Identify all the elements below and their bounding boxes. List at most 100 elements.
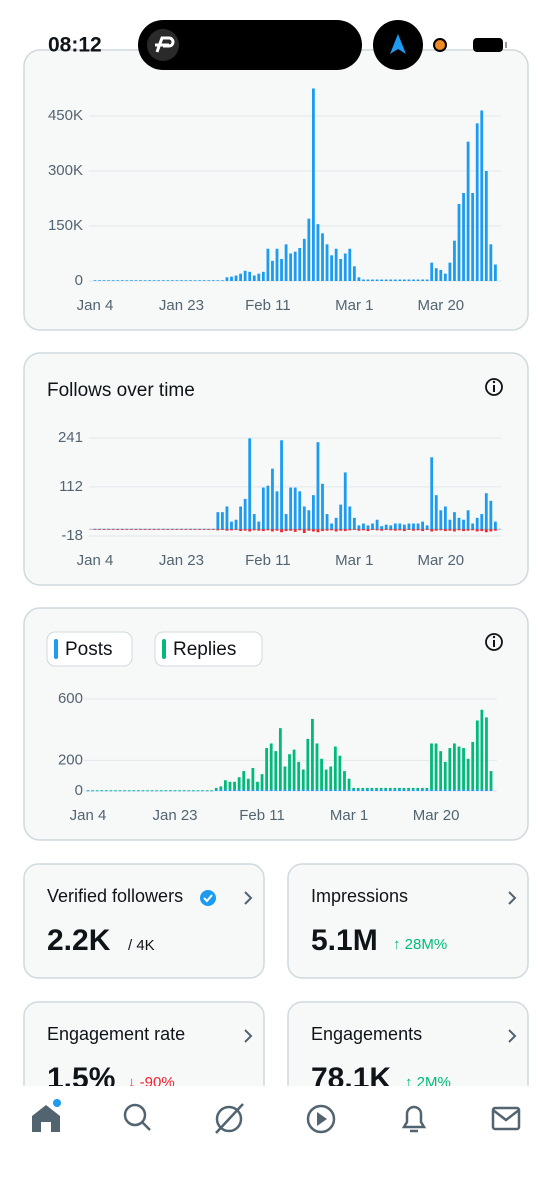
bar — [334, 529, 338, 532]
bar — [125, 529, 129, 530]
messages-icon[interactable] — [491, 1106, 521, 1131]
home-icon[interactable] — [32, 1099, 61, 1132]
legend-item[interactable] — [154, 631, 263, 667]
bar — [293, 529, 297, 532]
bar — [361, 787, 365, 790]
bar — [462, 193, 465, 281]
bar — [338, 789, 342, 791]
x-tick-label: Jan 4 — [70, 807, 107, 824]
card-title: Impressions — [311, 886, 408, 906]
bar — [114, 790, 117, 791]
bar — [178, 790, 181, 792]
bar — [125, 280, 129, 281]
bar — [175, 280, 179, 281]
bar — [384, 279, 388, 281]
bar — [421, 529, 424, 532]
bar — [375, 529, 379, 531]
bar — [248, 529, 252, 532]
bar — [380, 526, 384, 530]
bar — [159, 790, 163, 792]
bar — [230, 276, 233, 281]
nav-arrow — [390, 34, 406, 54]
bar — [146, 790, 149, 792]
y-tick-label: 112 — [59, 478, 83, 495]
stat-card[interactable] — [23, 863, 265, 979]
notifications-icon[interactable] — [401, 1105, 427, 1133]
bar — [130, 528, 133, 530]
bar — [243, 498, 247, 530]
bar — [157, 528, 161, 530]
bar — [333, 789, 337, 791]
bar — [109, 790, 113, 791]
bar — [141, 790, 145, 792]
info-icon[interactable] — [485, 633, 503, 651]
bar — [293, 487, 297, 530]
info-icon[interactable] — [485, 378, 503, 396]
bar — [321, 529, 324, 532]
bar — [434, 268, 438, 281]
legend-item[interactable] — [46, 631, 133, 667]
bar — [412, 529, 415, 531]
bar — [312, 495, 315, 530]
card-detail: / 4K — [128, 937, 155, 954]
bar — [298, 491, 302, 530]
bar — [127, 790, 131, 791]
bar — [178, 790, 181, 791]
bar — [356, 789, 360, 791]
stat-card[interactable] — [287, 863, 529, 979]
bar — [134, 280, 138, 281]
bar — [170, 529, 174, 530]
x-tick-label: Jan 23 — [159, 552, 204, 569]
bar — [453, 743, 456, 790]
bar — [489, 244, 493, 281]
bar — [184, 529, 188, 530]
bar — [202, 280, 206, 281]
bar — [443, 761, 447, 790]
bar — [130, 280, 133, 281]
bar — [266, 529, 270, 531]
bar — [141, 790, 145, 791]
bar — [283, 789, 287, 791]
bar — [443, 273, 447, 281]
search-icon[interactable] — [123, 1103, 151, 1131]
bar — [198, 528, 202, 530]
bar — [134, 528, 138, 530]
y-tick-label: 150K — [48, 217, 83, 234]
bar — [221, 280, 224, 281]
bar — [430, 743, 433, 790]
x-tick-label: Feb 11 — [245, 297, 291, 314]
bar — [457, 517, 461, 530]
bar — [184, 280, 188, 281]
bar — [288, 754, 291, 790]
bar — [233, 781, 236, 790]
legend-swatch — [54, 639, 58, 659]
bar — [393, 787, 397, 790]
bar — [95, 790, 99, 791]
bar — [228, 781, 232, 790]
bar — [139, 280, 142, 281]
posts-card — [23, 607, 529, 841]
grok-icon[interactable] — [215, 1103, 244, 1134]
bar — [261, 271, 265, 281]
bar — [260, 789, 264, 791]
bar — [430, 529, 434, 532]
bar — [371, 529, 374, 530]
bar — [339, 259, 343, 281]
bar — [356, 787, 360, 790]
bar — [434, 529, 438, 531]
bar — [225, 506, 229, 530]
bar — [407, 279, 411, 281]
x-tick-label: Mar 20 — [417, 297, 464, 314]
bar — [265, 789, 269, 791]
bar — [407, 529, 411, 530]
bar — [315, 789, 319, 791]
bar — [170, 528, 174, 530]
bar — [136, 790, 140, 791]
bar — [489, 789, 493, 791]
bar — [233, 789, 236, 791]
bar — [205, 790, 209, 791]
video-icon[interactable] — [306, 1104, 336, 1134]
bar — [148, 528, 151, 530]
card-value: 5.1M — [311, 924, 378, 957]
bar — [155, 790, 159, 791]
